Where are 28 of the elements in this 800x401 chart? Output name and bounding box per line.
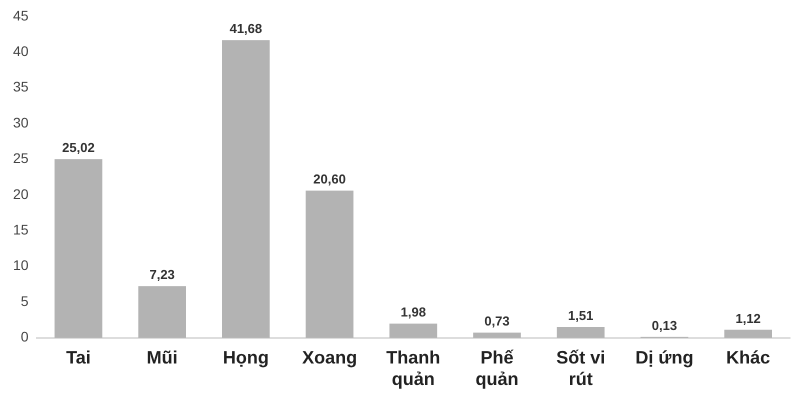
data-label: 0,73 — [484, 314, 510, 329]
data-label: 7,23 — [149, 267, 175, 282]
data-label: 41,68 — [230, 21, 262, 36]
data-label: 25,02 — [62, 140, 95, 156]
data-label: 0,13 — [652, 318, 678, 333]
x-tick-label: Mũi — [146, 348, 178, 368]
data-label: 1,98 — [400, 304, 426, 320]
x-tick-label: Thanh quản — [386, 348, 440, 390]
x-tick-label: Phế quản — [476, 348, 518, 390]
y-tick-label: 5 — [20, 292, 29, 309]
y-tick-label: 25 — [12, 150, 29, 166]
data-label: 20,60 — [313, 172, 346, 187]
x-tick-label: Tai — [66, 348, 91, 368]
x-tick-label: Sốt vi rút — [556, 348, 606, 390]
data-label: 1,12 — [735, 310, 761, 326]
y-tick-label: 45 — [12, 7, 29, 24]
y-tick-label: 15 — [12, 222, 29, 238]
x-tick-label: Khác — [726, 348, 770, 368]
y-tick-label: 20 — [12, 186, 29, 202]
y-tick-label: 30 — [12, 114, 29, 130]
y-tick-label: 10 — [12, 257, 29, 274]
y-tick-label: 0 — [20, 328, 29, 345]
x-tick-label: Dị ứng — [635, 348, 694, 368]
data-label: 1,51 — [568, 308, 594, 324]
x-tick-label: Xoang — [302, 348, 358, 368]
y-tick-label: 35 — [12, 78, 29, 95]
x-tick-label: Họng — [222, 348, 269, 368]
y-tick-label: 40 — [12, 42, 29, 59]
